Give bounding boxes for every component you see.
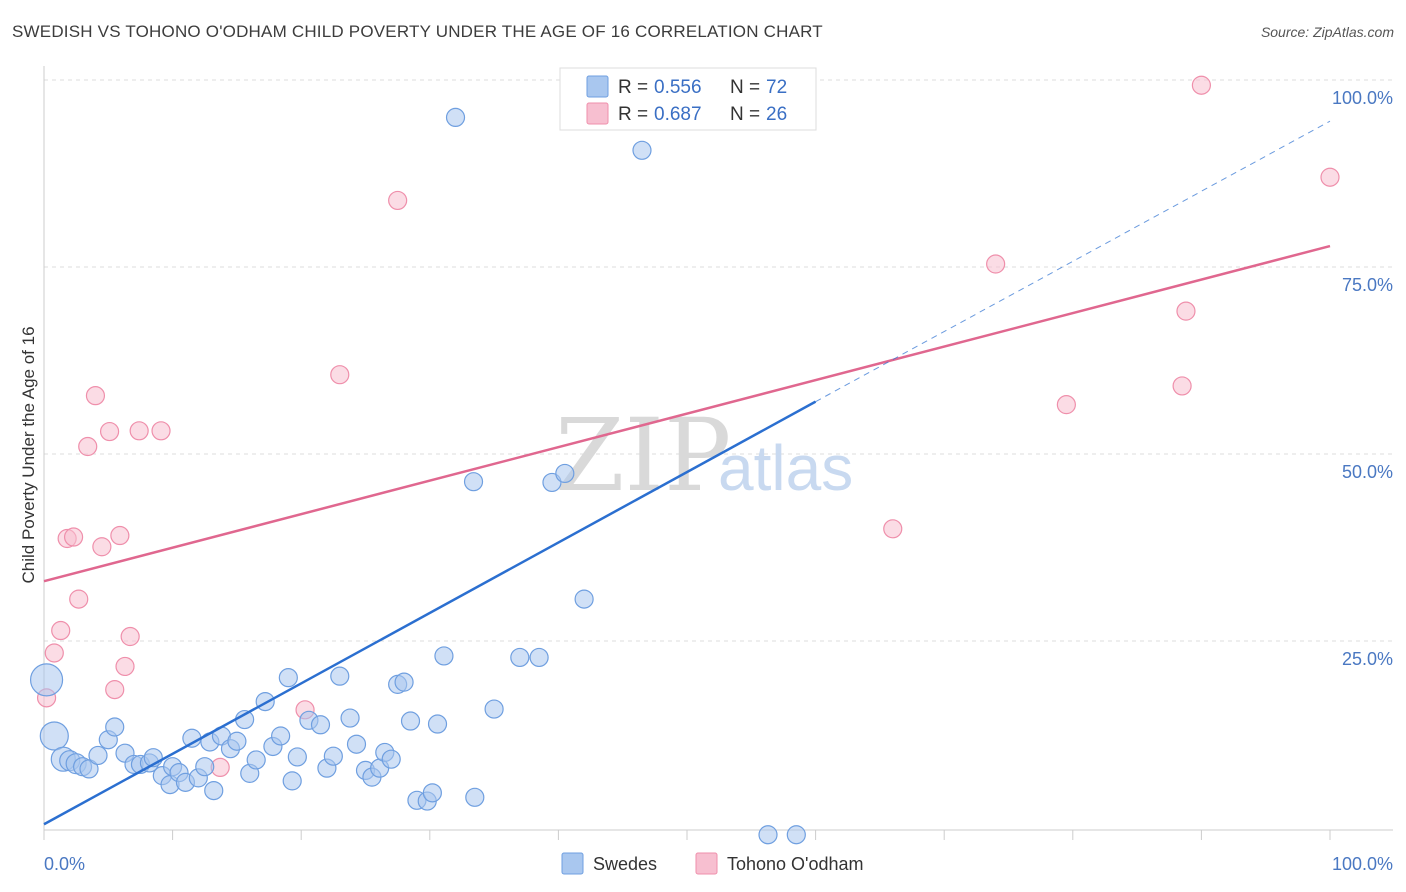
legend-n-label-tohono: N = [730,104,760,125]
swedes-point [340,708,360,728]
swedes-point [427,714,448,734]
swedes-point [786,825,806,845]
swedes-point [758,825,778,845]
x-tick-label-max: 100.0% [1332,854,1393,874]
source-label: Source: ZipAtlas.com [1260,24,1394,40]
tohono-point [105,680,125,700]
bottom-legend-swatch-swedes [561,852,584,875]
bottom-legend-label-swedes: Swedes [593,854,657,874]
legend-n-value-tohono: 26 [766,104,787,125]
tohono-point [1056,395,1076,415]
swedes-point [422,783,442,803]
tohono-point [92,537,112,557]
tohono-point [330,365,350,385]
tohono-point [69,589,89,609]
tohono-point [85,386,106,406]
tohono-point [99,421,120,442]
swedes-point [287,747,307,767]
series-tohono-points [36,75,1340,778]
swedes-point [204,780,224,801]
y-tick-label: 50.0% [1342,462,1393,482]
swedes-point [445,107,466,128]
swedes-point [278,668,298,688]
swedes-point [39,721,69,751]
swedes-point [400,711,421,731]
legend-n-label-swedes: N = [730,77,760,98]
swedes-point [434,646,454,666]
watermark: ZIP atlas [555,397,853,514]
swedes-point [323,746,343,766]
swedes-point [394,672,414,692]
y-tick-labels: 25.0% 50.0% 75.0% 100.0% [1332,88,1393,669]
swedes-point [346,734,367,754]
swedes-point [79,759,99,779]
x-tick-labels: 0.0% 100.0% [44,854,1393,874]
y-tick-label: 25.0% [1342,649,1393,669]
series-swedes-points [29,75,813,845]
tohono-point [388,190,408,211]
bottom-legend-label-tohono: Tohono O'odham [727,854,864,874]
y-tick-label: 75.0% [1342,275,1393,295]
swedes-point [195,757,215,777]
tohono-point [63,527,84,547]
swedes-point [529,647,549,668]
swedes-point [484,699,504,719]
swedes-point [330,666,350,686]
tohono-point [44,643,64,663]
correlation-legend: R = 0.556 N = 72 R = 0.687 N = 26 [559,67,817,131]
tohono-point [1172,376,1192,396]
bottom-legend-swatch-tohono [695,852,718,875]
tohono-point [151,421,171,441]
swedes-point [227,731,247,751]
tohono-point [1320,167,1340,187]
swedes-point [463,472,484,492]
legend-r-label-tohono: R = [618,104,648,125]
trend-line-swedes-extension [815,120,1331,403]
tohono-point [110,525,130,546]
legend-swatch-tohono [586,102,609,125]
swedes-point [282,771,302,791]
swedes-point [381,749,401,769]
swedes-point [271,726,291,746]
trend-line-tohono [43,244,1331,583]
series-legend: Swedes Tohono O'odham [561,852,864,875]
swedes-point [510,647,530,668]
x-tick-label-min: 0.0% [44,854,85,874]
tohono-point [129,421,149,441]
tohono-point [883,519,903,539]
chart-title: SWEDISH VS TOHONO O'ODHAM CHILD POVERTY … [12,22,823,41]
trend-lines [43,120,1331,826]
tohono-point [986,254,1006,274]
grid-lines [44,79,1393,642]
legend-n-value-swedes: 72 [766,77,787,98]
tohono-point [1191,75,1212,95]
legend-r-value-swedes: 0.556 [654,77,702,98]
trend-line-swedes [43,400,817,826]
tohono-point [115,656,135,677]
swedes-point [574,589,594,609]
swedes-point [246,750,266,770]
tohono-point [1176,301,1196,321]
legend-r-label-swedes: R = [618,77,648,98]
swedes-point [632,140,652,160]
tohono-point [51,620,71,641]
legend-r-value-tohono: 0.687 [654,104,702,125]
y-tick-label: 100.0% [1332,88,1393,108]
tohono-point [120,626,140,647]
swedes-point [105,717,125,737]
legend-swatch-swedes [586,75,609,98]
swedes-point [465,787,485,807]
watermark-zip: ZIP [555,397,731,514]
y-axis-label: Child Poverty Under the Age of 16 [19,326,38,583]
swedes-point [29,663,64,697]
swedes-point [88,745,108,766]
swedes-point [310,715,331,735]
swedes-point [555,463,575,484]
tohono-point [78,436,98,457]
